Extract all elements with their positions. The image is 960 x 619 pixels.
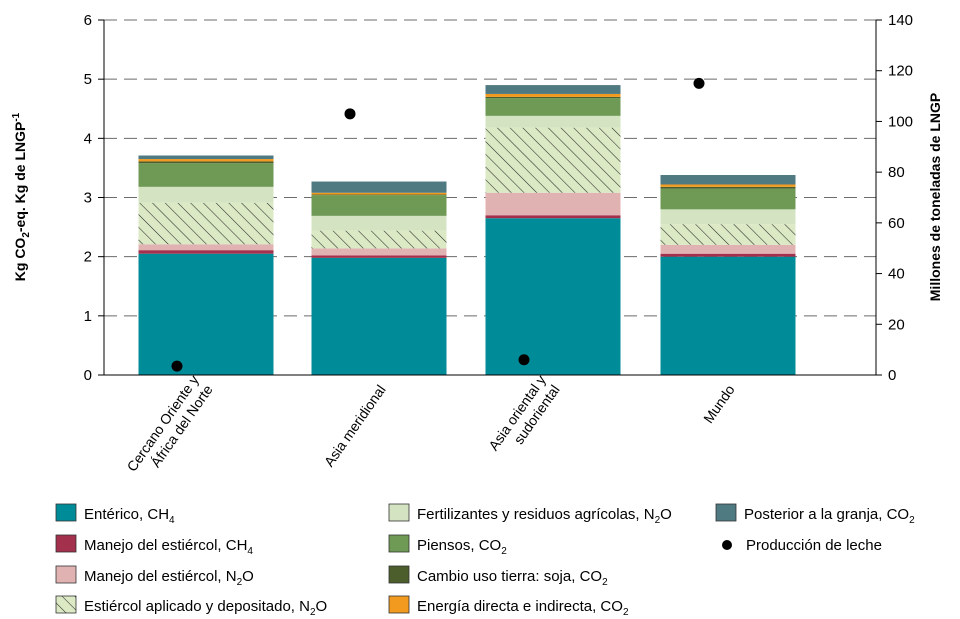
y-tick-label: 2	[84, 249, 92, 266]
legend-swatch	[715, 503, 737, 522]
y2-axis-title: Millones de toneladas de LNGP	[927, 93, 943, 301]
legend-label: Posterior a la granja, CO2	[744, 506, 915, 526]
y-axis-title: Kg CO2-eq. Kg de LNGP-1	[11, 112, 32, 281]
y-tick-label: 6	[84, 12, 92, 29]
bar-segment	[311, 215, 447, 231]
production-points	[171, 77, 705, 372]
bar-segment	[485, 85, 621, 94]
y2-tick-label: 60	[888, 215, 905, 232]
legend-label: Producción de leche	[746, 537, 882, 554]
legend-swatch	[55, 534, 77, 553]
svg-text:Asia meridional: Asia meridional	[321, 382, 389, 470]
legend-swatch	[388, 565, 410, 584]
bar-segment	[311, 230, 447, 249]
bar-segment	[311, 255, 447, 258]
bar-segment	[660, 186, 796, 189]
bar-segment	[311, 195, 447, 216]
bar-segment	[138, 244, 274, 251]
bar-segment	[660, 256, 796, 375]
y-tick-label: 5	[84, 71, 92, 88]
legend-swatch	[55, 595, 77, 614]
y2-tick-label: 120	[888, 63, 913, 80]
bar-segment	[660, 188, 796, 210]
bar-segment	[485, 215, 621, 219]
bar-segment	[311, 192, 447, 195]
bar-segment	[485, 218, 621, 375]
legend-swatch	[55, 565, 77, 584]
bar-segment	[138, 202, 274, 245]
bar-segment	[485, 93, 621, 97]
legend-swatch	[388, 595, 410, 614]
y-tick-label: 4	[84, 130, 92, 147]
bar-segment	[660, 175, 796, 185]
bar-segment	[660, 184, 796, 187]
legend-swatch	[55, 503, 77, 522]
legend-swatch	[388, 534, 410, 553]
bar-segment	[138, 250, 274, 254]
production-dot	[344, 108, 356, 120]
bar-segment	[138, 253, 274, 375]
production-dot	[693, 77, 705, 89]
bar-segment	[660, 209, 796, 225]
production-dot	[518, 354, 530, 366]
legend-label: Piensos, CO2	[417, 537, 507, 557]
production-dot	[171, 360, 183, 372]
legend-label: Manejo del estiércol, CH4	[84, 537, 253, 557]
legend: Entérico, CH4 Manejo del estiércol, CH4 Ma…	[55, 503, 915, 618]
bar-segment	[660, 224, 796, 245]
bar-segment	[660, 244, 796, 254]
bar-segment	[311, 248, 447, 256]
y2-tick-label: 20	[888, 316, 905, 333]
legend-label: Entérico, CH4	[84, 506, 175, 526]
legend-swatch	[388, 503, 410, 522]
y-tick-label: 3	[84, 190, 92, 207]
bar-segment	[138, 159, 274, 162]
bar-segment	[660, 253, 796, 257]
legend-marker	[722, 540, 732, 550]
y-tick-label: 0	[84, 367, 92, 384]
y2-tick-label: 140	[888, 12, 913, 29]
legend-label: Estiércol aplicado y depositado, N2O	[84, 598, 327, 618]
bar-segment	[138, 186, 274, 203]
y2-tick-label: 0	[888, 367, 896, 384]
bar-segment	[485, 115, 621, 128]
y2-tick-label: 80	[888, 164, 905, 181]
bar-segment	[485, 98, 621, 116]
bar-segment	[311, 181, 447, 193]
y-tick-label: 1	[84, 308, 92, 325]
bar-segment	[311, 194, 447, 196]
bar-segment	[485, 96, 621, 99]
bars	[138, 85, 796, 375]
svg-text:Mundo: Mundo	[700, 382, 738, 426]
legend-label: Energía directa e indirecta, CO2	[417, 598, 629, 618]
bar-segment	[138, 163, 274, 187]
legend-label: Cambio uso tierra: soja, CO2	[417, 568, 608, 588]
legend-label: Manejo del estiércol, N2O	[84, 568, 254, 588]
x-tick-label: Asia meridional	[321, 382, 389, 470]
y2-tick-label: 100	[888, 113, 913, 130]
bar-segment	[138, 155, 274, 160]
bar-segment	[311, 257, 447, 375]
y2-tick-label: 40	[888, 266, 905, 283]
x-tick-label: Mundo	[700, 382, 738, 426]
legend-label: Fertilizantes y residuos agrícolas, N2O	[417, 506, 672, 526]
bar-segment	[138, 161, 274, 164]
bar-segment	[485, 127, 621, 193]
bar-segment	[485, 192, 621, 216]
